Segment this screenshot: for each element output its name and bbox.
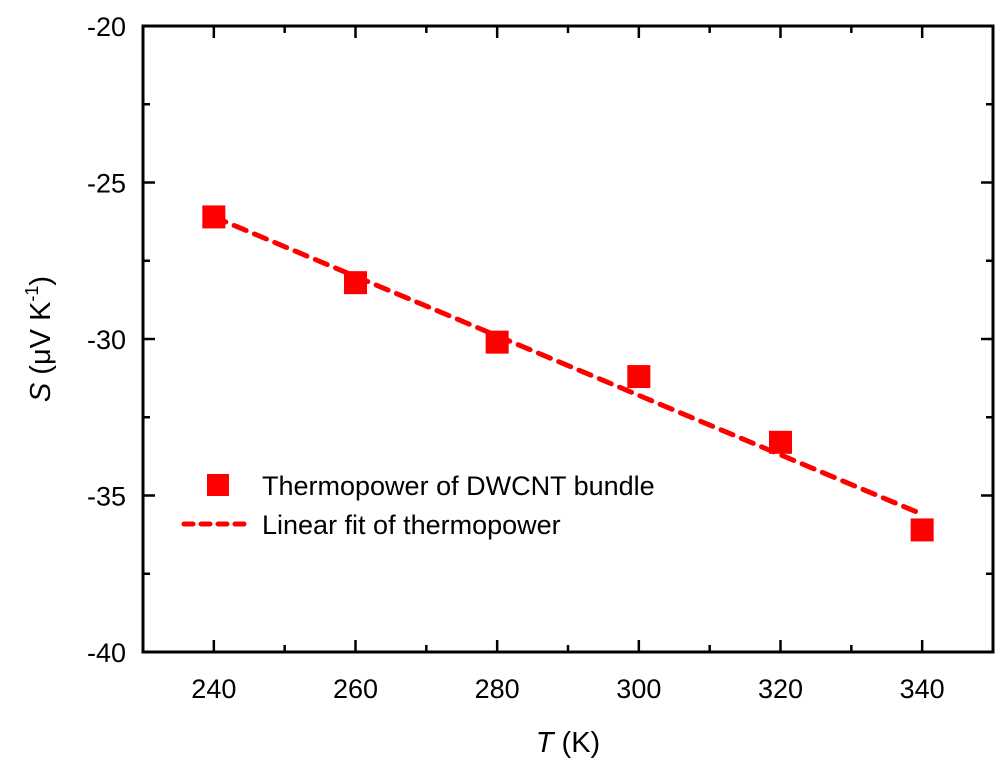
y-axis-title-unit: (μV K	[25, 301, 57, 383]
legend-label-scatter: Thermopower of DWCNT bundle	[262, 471, 655, 501]
y-axis-title-close: )	[25, 276, 57, 286]
x-tick-label: 280	[475, 674, 520, 704]
x-axis-title-unit: (K)	[554, 727, 601, 759]
y-tick-label: -30	[87, 325, 126, 355]
data-point	[202, 205, 226, 229]
data-point	[627, 365, 651, 389]
axis-tick-labels: 240 260 280 300 320 340 -20 -25 -30 -35 -40	[87, 12, 945, 704]
data-points	[202, 205, 934, 542]
y-tick-label: -35	[87, 482, 126, 512]
y-tick-label: -40	[87, 638, 126, 668]
plot-frame	[141, 24, 995, 654]
legend: Thermopower of DWCNT bundle Linear fit o…	[181, 471, 655, 540]
y-axis-title-superscript: -1	[22, 286, 42, 302]
x-axis-title-symbol: T	[536, 727, 556, 759]
x-tick-label: 300	[616, 674, 661, 704]
data-point	[769, 430, 792, 454]
x-tick-label: 320	[758, 674, 803, 704]
x-tick-label: 240	[191, 674, 236, 704]
data-point	[485, 330, 509, 354]
axis-ticks	[143, 24, 993, 654]
y-tick-label: -25	[87, 169, 126, 199]
fit-line	[211, 214, 925, 517]
data-point	[910, 518, 934, 542]
x-tick-label: 260	[333, 674, 378, 704]
fit-line-group	[211, 214, 925, 517]
y-tick-label: -20	[87, 12, 126, 42]
x-tick-label: 340	[900, 674, 945, 704]
data-point	[344, 271, 367, 295]
legend-label-fit: Linear fit of thermopower	[262, 510, 561, 540]
legend-marker-square	[207, 474, 229, 496]
y-axis-title: S (μV K-1)	[22, 276, 57, 402]
x-axis-title: T (K)	[536, 727, 600, 759]
y-axis-title-symbol: S	[25, 382, 57, 402]
